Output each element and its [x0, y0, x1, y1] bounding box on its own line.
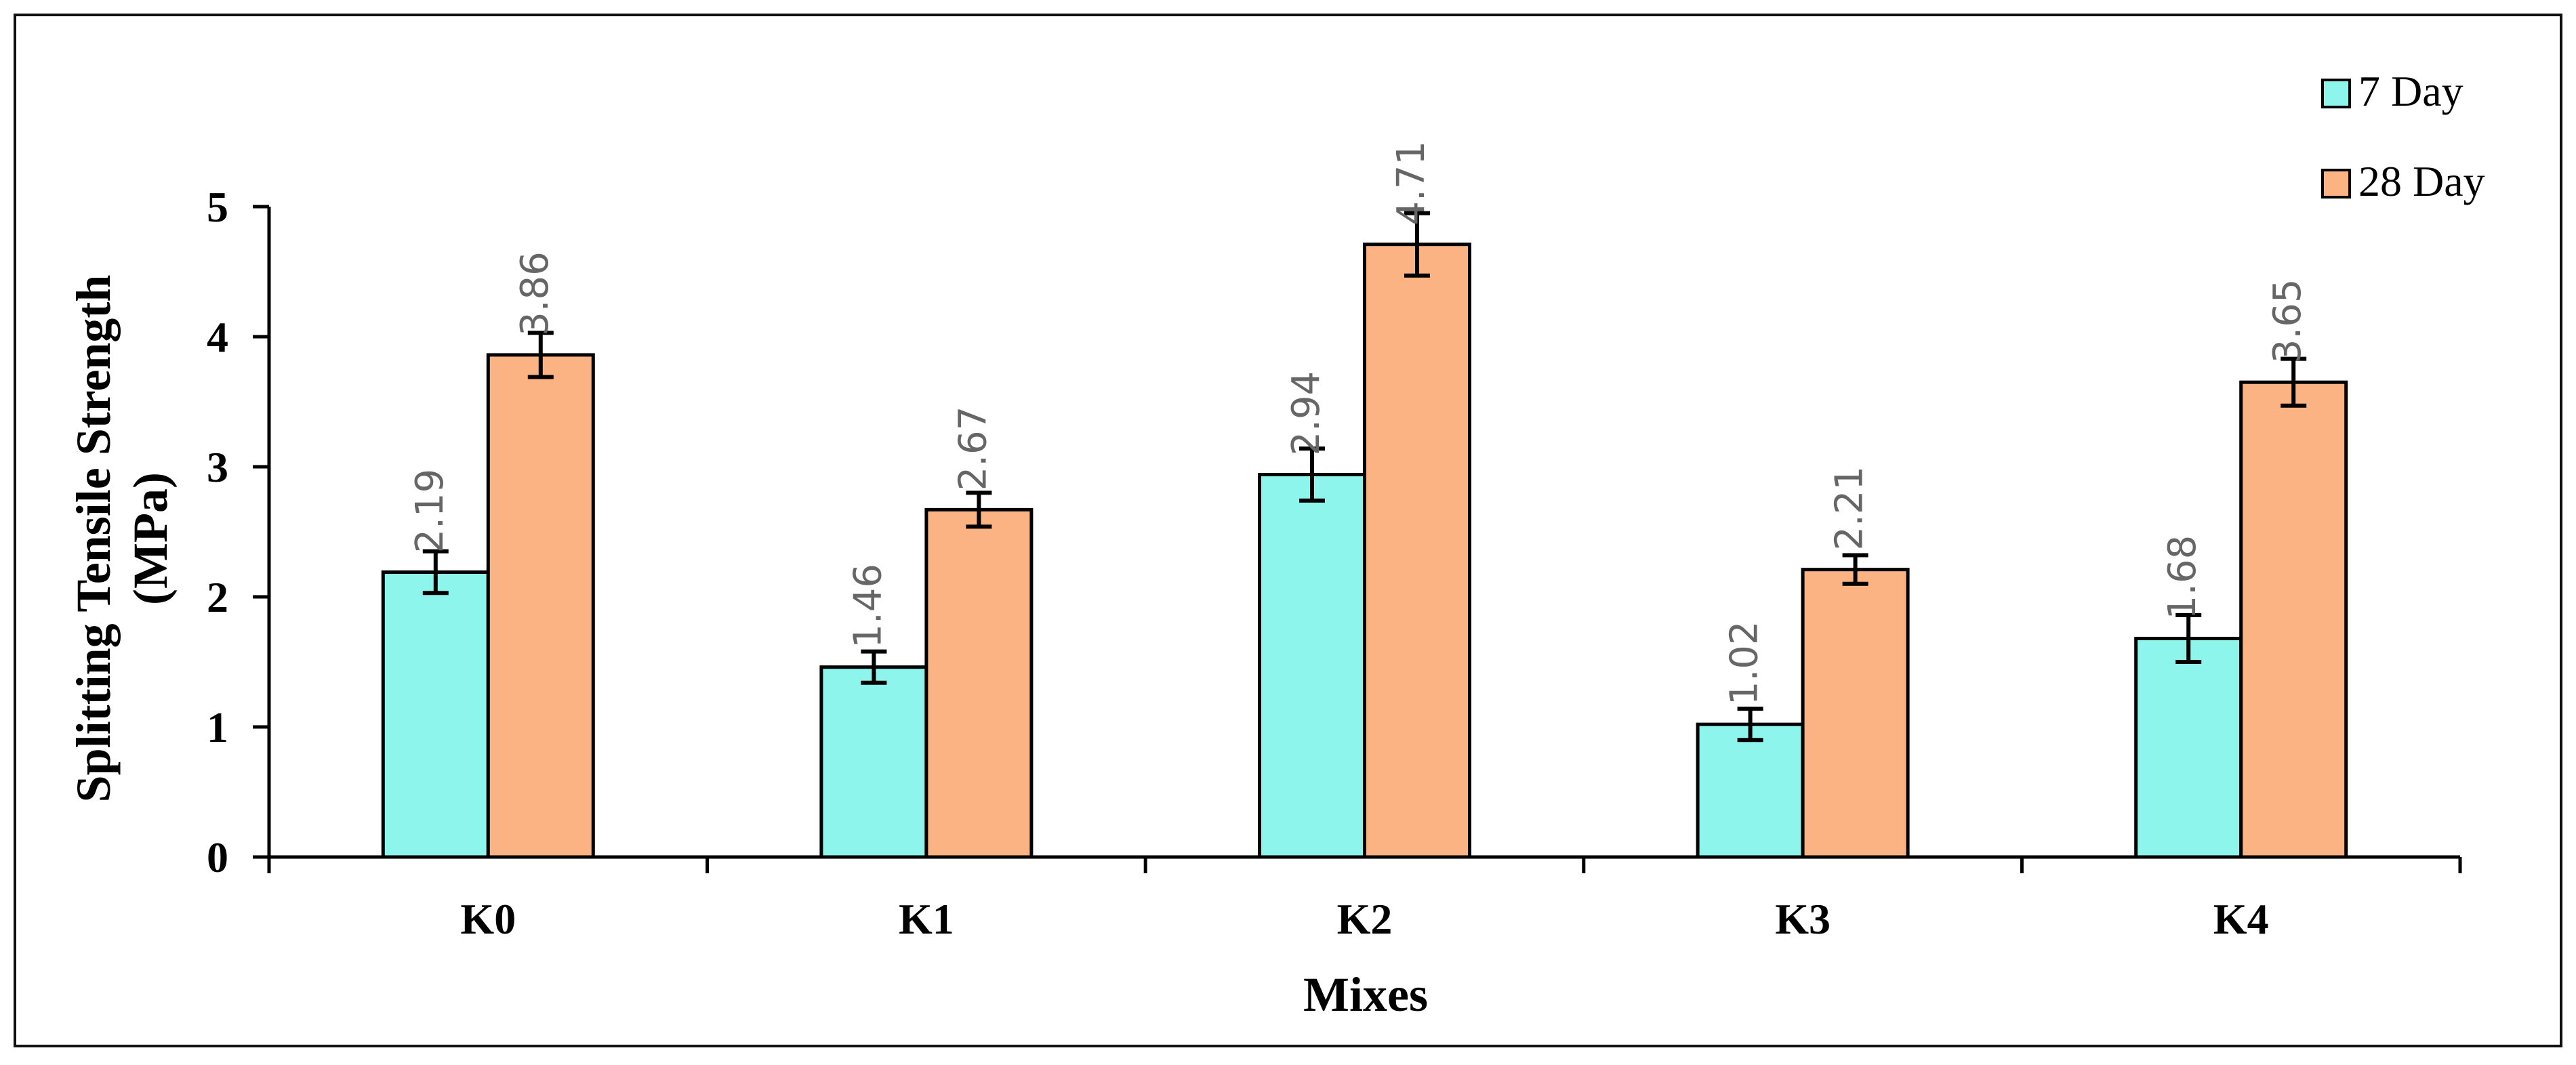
y-axis-title-line2: (MPa): [123, 472, 178, 605]
bar-k0-7-day: [381, 570, 490, 859]
error-bar-k0-28-day: [527, 331, 554, 379]
y-axis-title: Splitting Tensile Strength (MPa): [66, 275, 178, 803]
y-tick-label-3: 3: [207, 443, 228, 491]
error-bar-k0-7-day: [422, 549, 449, 596]
bar-k4-7-day: [2134, 636, 2243, 859]
legend-label-7-day: 7 Day: [2358, 67, 2463, 115]
error-bar-k4-7-day: [2175, 612, 2202, 664]
error-bar-k1-28-day: [966, 490, 992, 529]
x-tick-label-k3: K3: [1775, 895, 1831, 943]
bar-k3-7-day: [1696, 722, 1805, 859]
data-label-k2-7-day: 2.94: [1284, 371, 1328, 456]
x-tick-label-k2: K2: [1337, 895, 1393, 943]
data-label-k3-28-day: 2.21: [1828, 466, 1872, 551]
data-label-k0-28-day: 3.86: [513, 251, 557, 336]
bar-k1-28-day: [924, 507, 1034, 859]
x-tick-label-k4: K4: [2213, 895, 2269, 943]
legend-label-28-day: 28 Day: [2358, 157, 2485, 205]
y-tick-label-4: 4: [207, 313, 228, 361]
data-label-k1-7-day: 1.46: [846, 564, 890, 648]
bar-k0-28-day: [486, 353, 595, 859]
x-tick-label-k1: K1: [899, 895, 954, 943]
y-tick-label-1: 1: [207, 703, 228, 751]
y-tick-label-0: 0: [207, 833, 228, 881]
error-bar-k2-28-day: [1404, 211, 1430, 278]
bar-k1-7-day: [819, 665, 928, 859]
error-bar-k3-7-day: [1737, 707, 1763, 743]
data-label-k0-7-day: 2.19: [408, 469, 452, 554]
legend-swatch-7-day: [2321, 79, 2351, 108]
legend-swatch-28-day: [2321, 169, 2351, 199]
bar-k2-28-day: [1363, 243, 1471, 859]
bar-k3-28-day: [1801, 568, 1910, 859]
data-label-k2-28-day: 4.71: [1389, 141, 1433, 226]
data-label-k3-7-day: 1.02: [1723, 621, 1767, 705]
data-label-k4-7-day: 1.68: [2161, 535, 2205, 620]
x-axis-title: Mixes: [1303, 967, 1428, 1022]
data-label-k4-28-day: 3.65: [2266, 279, 2310, 364]
bar-k4-28-day: [2239, 380, 2348, 859]
data-label-k1-28-day: 2.67: [951, 406, 995, 491]
bar-k2-7-day: [1258, 473, 1366, 859]
error-bar-k3-28-day: [1842, 553, 1868, 586]
y-tick-label-2: 2: [207, 573, 228, 621]
error-bar-k2-7-day: [1299, 446, 1325, 503]
legend: 7 Day 28 Day: [2321, 67, 2485, 205]
y-tick-label-5: 5: [207, 183, 228, 231]
error-bar-k1-7-day: [861, 649, 887, 685]
y-axis-title-line1: Splitting Tensile Strength: [66, 275, 121, 803]
x-tick-label-k0: K0: [460, 895, 516, 943]
error-bar-k4-28-day: [2281, 356, 2307, 408]
